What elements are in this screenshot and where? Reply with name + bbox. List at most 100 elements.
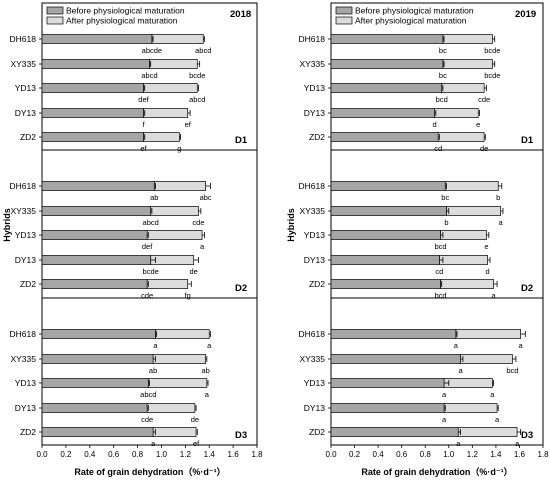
bar-after (435, 109, 479, 118)
bar-after (441, 231, 487, 240)
panel-label-D2-2019: D2 (521, 283, 533, 294)
sig-letter-before: abcd (143, 218, 159, 227)
sig-letter-after: abcd (189, 95, 205, 104)
bar-after (144, 133, 180, 142)
bar-before (331, 109, 435, 118)
category-label: DY13 (15, 108, 37, 118)
category-label: YD13 (15, 83, 37, 93)
sig-letter-after: e (476, 120, 480, 129)
x-tick-label: 1.4 (490, 450, 502, 459)
panel-label-D1-2018: D1 (235, 135, 248, 146)
panel-label-D2-2018: D2 (235, 283, 247, 294)
bar-after (144, 109, 188, 118)
category-label: XY335 (299, 206, 325, 216)
bar-after (147, 404, 195, 413)
category-label: XY335 (299, 59, 325, 69)
x-tick-label: 1.8 (537, 450, 549, 459)
bar-before (42, 231, 147, 240)
category-label: ZD2 (20, 132, 36, 142)
sig-letter-after: bcde (484, 46, 500, 55)
x-axis-title-2018: Rate of grain dehydration（%·d⁻¹） (74, 467, 225, 477)
y-axis-title-2019: Hybrids (286, 208, 296, 242)
sig-letter-after: d (486, 267, 490, 276)
bar-before (42, 182, 154, 191)
sig-letter-after: cde (192, 218, 204, 227)
category-label: DH618 (10, 34, 37, 44)
bar-before (42, 330, 155, 339)
category-label: DY13 (304, 255, 326, 265)
sig-letter-before: bcde (143, 267, 159, 276)
bar-before (331, 133, 438, 142)
bar-before (42, 280, 147, 289)
sig-letter-after: ef (185, 120, 192, 129)
category-label: YD13 (15, 378, 37, 388)
bar-before (331, 231, 441, 240)
category-label: DH618 (10, 329, 37, 339)
bar-after (442, 84, 484, 93)
legend-2019: Before physiological maturation After ph… (336, 6, 474, 26)
bar-before (331, 256, 439, 265)
category-label: YD13 (304, 83, 326, 93)
bar-after (147, 280, 188, 289)
legend-label-before: Before physiological maturation (66, 6, 185, 16)
x-tick-label: 0.6 (108, 450, 120, 459)
legend-label-before: Before physiological maturation (355, 6, 474, 16)
bar-after (458, 428, 517, 437)
category-label: YD13 (15, 230, 37, 240)
sig-letter-after: bcde (484, 71, 500, 80)
sig-letter-before: ab (150, 193, 158, 202)
sig-letter-before: abcd (140, 390, 156, 399)
x-tick-label: 1.2 (467, 450, 479, 459)
sig-letter-after: b (496, 193, 500, 202)
x-tick-label: 0.2 (349, 450, 361, 459)
bar-before (331, 404, 444, 413)
x-tick-label: 0.2 (60, 450, 72, 459)
panel-label-D1-2019: D1 (521, 135, 534, 146)
sig-letter-before: bcd (434, 291, 446, 300)
x-axis-title-2019: Rate of grain dehydration（%·d⁻¹） (361, 467, 512, 477)
sig-letter-after: de (480, 144, 488, 153)
bar-after (441, 280, 494, 289)
category-label: DY13 (304, 108, 326, 118)
bar-after (151, 207, 199, 216)
sig-letter-after: de (190, 267, 198, 276)
bar-before (42, 379, 148, 388)
year-label-2019: 2019 (515, 9, 536, 20)
x-tick-label: 1.8 (251, 450, 263, 459)
bar-before (331, 428, 458, 437)
x-tick-label: 1.6 (514, 450, 526, 459)
category-label: XY335 (10, 354, 36, 364)
category-label: ZD2 (20, 427, 36, 437)
bar-after (152, 35, 203, 44)
bar-before (42, 109, 144, 118)
chart-2019: Before physiological maturation After ph… (286, 3, 549, 477)
sig-letter-before: cde (141, 415, 153, 424)
chart-2018: Before physiological maturation After ph… (2, 3, 263, 477)
sig-letter-before: bc (439, 46, 447, 55)
bar-after (155, 330, 209, 339)
panel-label-D3-2018: D3 (235, 430, 247, 441)
legend-swatch-after (47, 17, 63, 24)
legend-swatch-before (47, 7, 63, 14)
legend-swatch-before (336, 7, 352, 14)
bar-before (331, 35, 443, 44)
bar-after (439, 256, 487, 265)
x-tick-label: 0.8 (132, 450, 144, 459)
sig-letter-after: de (191, 415, 199, 424)
category-label: YD13 (304, 378, 326, 388)
bar-after (445, 182, 498, 191)
sig-letter-before: cd (434, 144, 442, 153)
bar-before (331, 330, 456, 339)
x-tick-label: 0.8 (420, 450, 432, 459)
bar-before (331, 207, 446, 216)
bar-before (42, 404, 147, 413)
bar-before (42, 428, 153, 437)
bar-after (461, 355, 513, 364)
sig-letter-after: bcde (189, 71, 205, 80)
category-label: ZD2 (309, 427, 325, 437)
bar-after (150, 60, 198, 69)
sig-letter-before: bcd (436, 95, 448, 104)
bar-after (144, 84, 198, 93)
sig-letter-after: fg (185, 291, 191, 300)
